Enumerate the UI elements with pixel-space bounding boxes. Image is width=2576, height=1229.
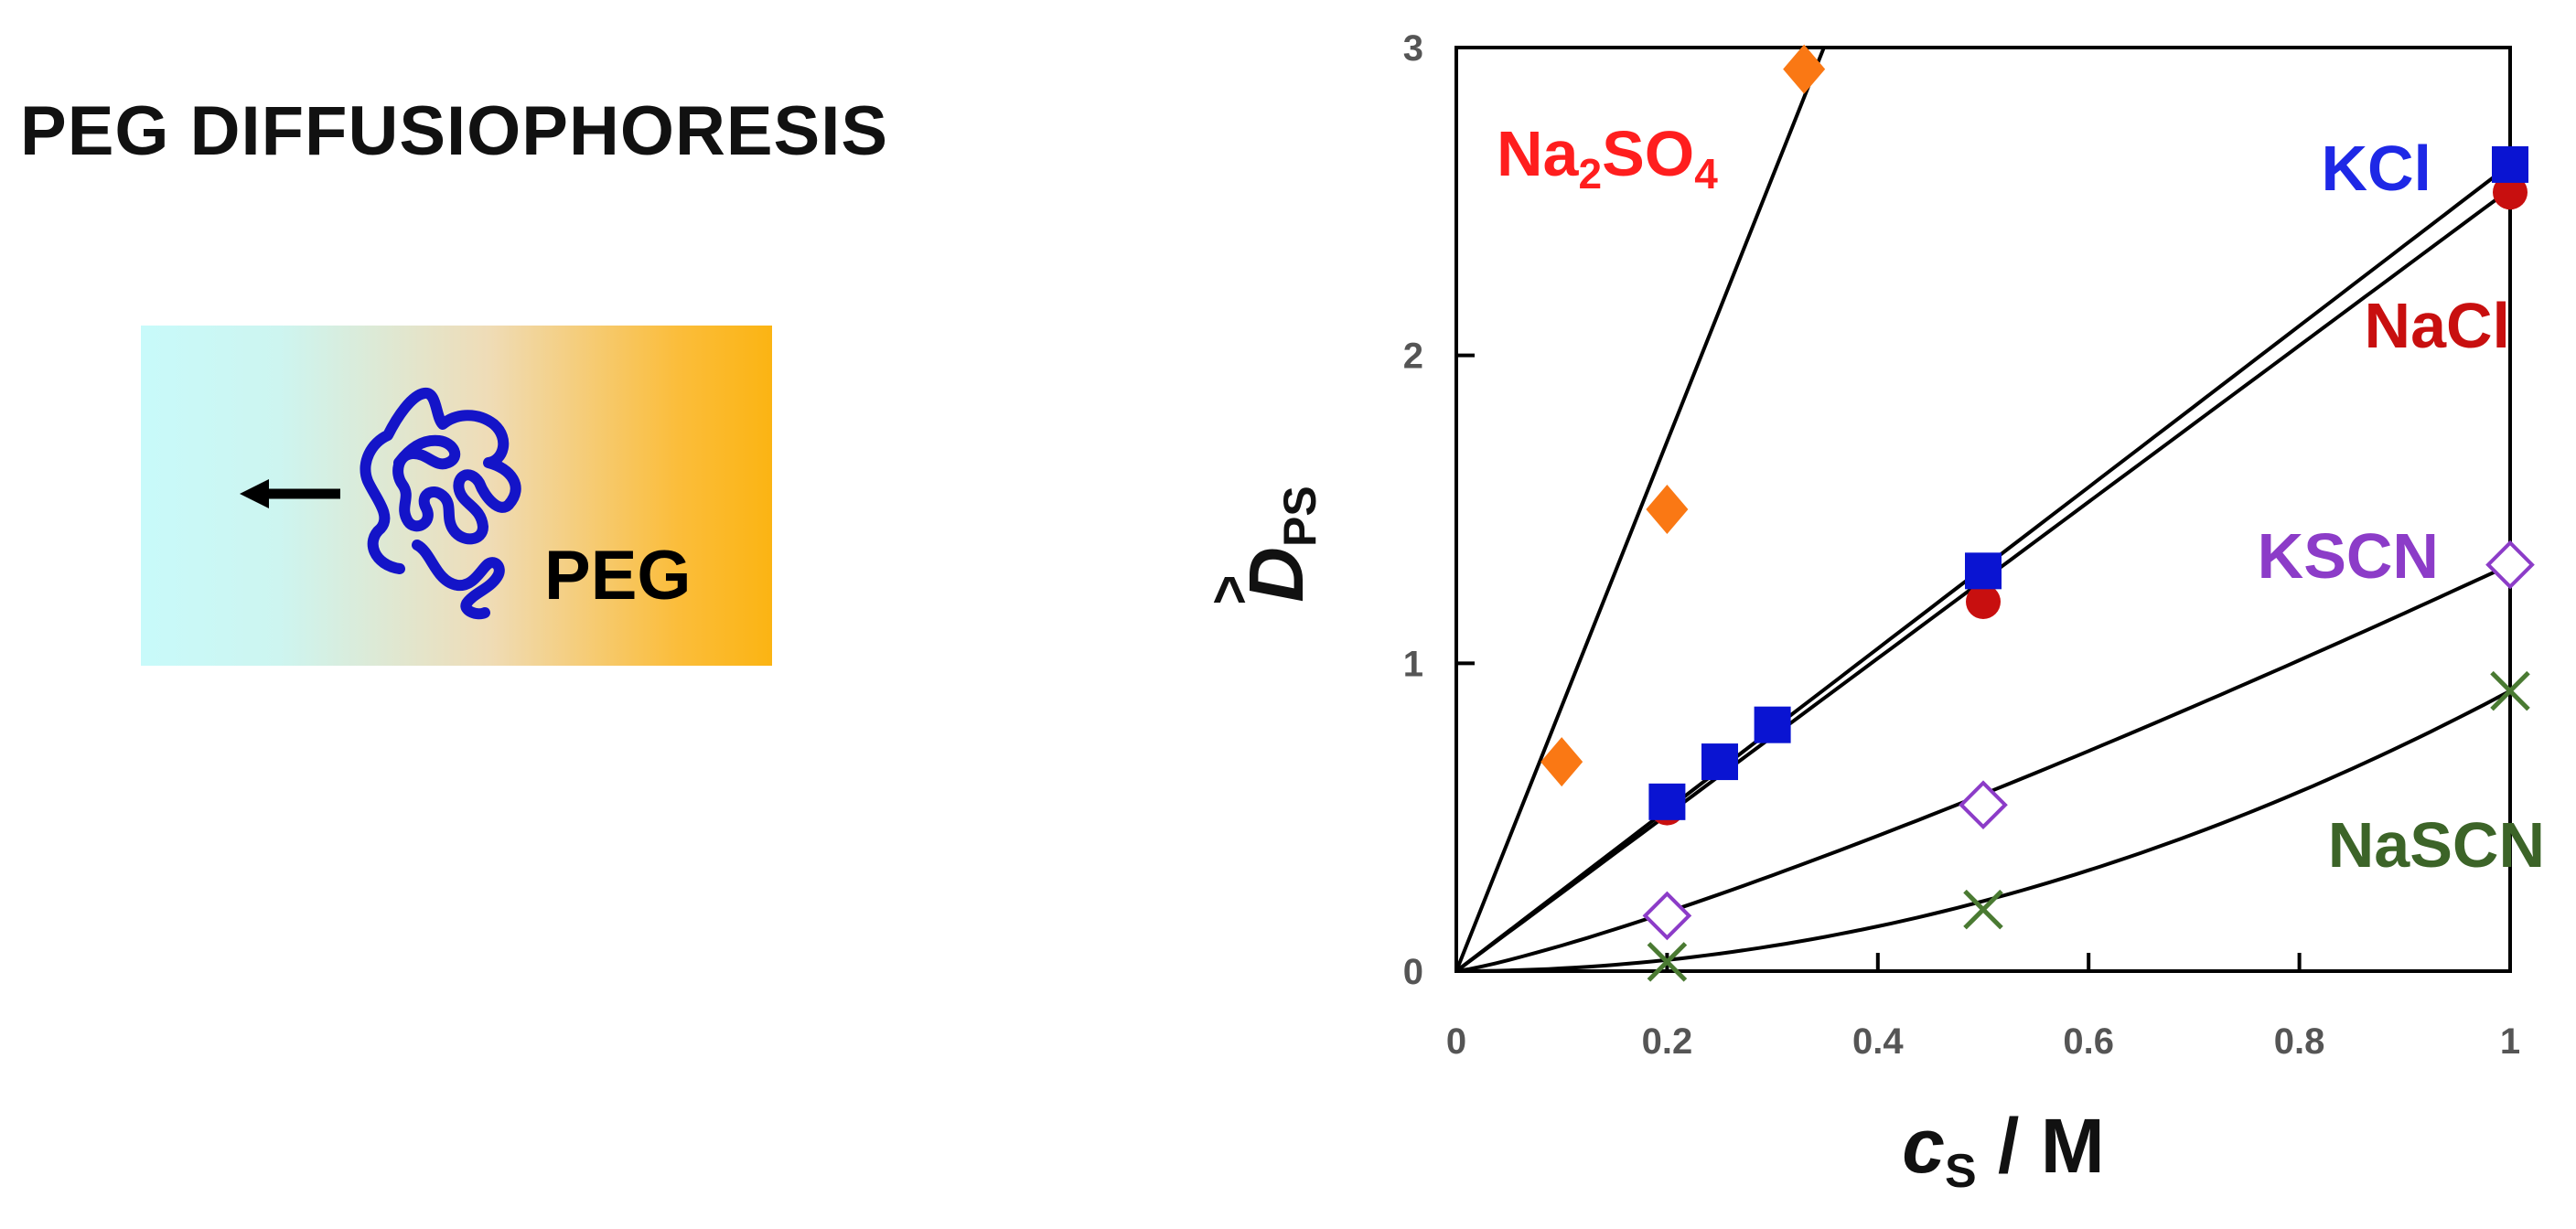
point-kcl (1754, 706, 1791, 743)
series-label-subscript: 4 (1694, 150, 1718, 198)
series-label-subscript: 2 (1578, 150, 1602, 198)
polymer-diagram (240, 388, 521, 620)
point-na2so4 (1783, 44, 1826, 94)
chart-points (1540, 44, 2535, 982)
chart-axes (1454, 46, 2512, 973)
svg-text:DPS: DPS (1233, 486, 1326, 602)
y-axis-title: DPS ^ (1212, 486, 1326, 630)
point-kcl (1701, 743, 1738, 781)
y-tick-label: 1 (1403, 644, 1423, 684)
series-label-part: SO (1602, 118, 1694, 189)
point-kscn (1642, 891, 1692, 941)
y-axis-title-main: D (1233, 547, 1319, 603)
point-kcl (1965, 552, 2002, 590)
peg-label: PEG (544, 537, 692, 614)
chart-ticks: 0 0.2 0.4 0.6 0.8 1 0 1 2 3 (1403, 28, 2520, 1062)
y-axis-title-subscript: PS (1274, 486, 1326, 547)
fit-line-nascn (1456, 689, 2510, 971)
point-nascn (2490, 670, 2530, 711)
plot-frame (1454, 46, 2512, 973)
migration-arrow-icon (240, 479, 340, 508)
point-nascn (1963, 889, 2003, 930)
point-nacl (2493, 175, 2528, 210)
x-tick-label: 0.2 (1642, 1021, 1693, 1062)
x-tick-label: 0 (1446, 1021, 1466, 1062)
x-tick-label: 0.6 (2063, 1021, 2114, 1062)
point-kscn (1959, 780, 2008, 830)
series-label-nascn: NaSCN (2328, 809, 2545, 881)
x-tick-label: 1 (2500, 1021, 2520, 1062)
series-label-nacl: NaCl (2365, 290, 2510, 361)
peg-polymer-coil-icon (360, 388, 521, 620)
salt-gradient-box: PEG (141, 326, 772, 666)
point-kscn (2485, 540, 2535, 590)
x-axis-title-unit: / M (1977, 1103, 2105, 1189)
x-axis-title-main: c (1902, 1103, 1945, 1189)
fit-line-na2so4 (1456, 48, 1826, 971)
series-label-part: Na (1497, 118, 1580, 189)
x-tick-label: 0.4 (1852, 1021, 1904, 1062)
x-axis-title-subscript: S (1945, 1145, 1977, 1198)
y-axis-title-hat: ^ (1212, 564, 1246, 630)
y-tick-label: 2 (1403, 337, 1423, 377)
series-label-kscn: KSCN (2258, 520, 2439, 592)
series-label-na2so4: Na2SO4 (1497, 118, 1718, 198)
point-na2so4 (1540, 737, 1583, 787)
point-na2so4 (1646, 485, 1689, 534)
x-tick-label: 0.8 (2274, 1021, 2325, 1062)
point-kcl (2492, 145, 2528, 183)
page-title: PEG DIFFUSIOPHORESIS (20, 92, 889, 170)
x-axis-title: cS / M (1902, 1103, 2104, 1198)
point-nascn (1647, 942, 1688, 982)
chart-series-labels: Na2SO4 KCl NaCl KSCN NaSCN (1497, 118, 2545, 881)
y-tick-label: 3 (1403, 28, 1423, 69)
point-kcl (1648, 783, 1686, 820)
series-label-kcl: KCl (2321, 133, 2431, 204)
point-nacl (1966, 584, 2001, 619)
y-tick-label: 0 (1403, 952, 1423, 992)
